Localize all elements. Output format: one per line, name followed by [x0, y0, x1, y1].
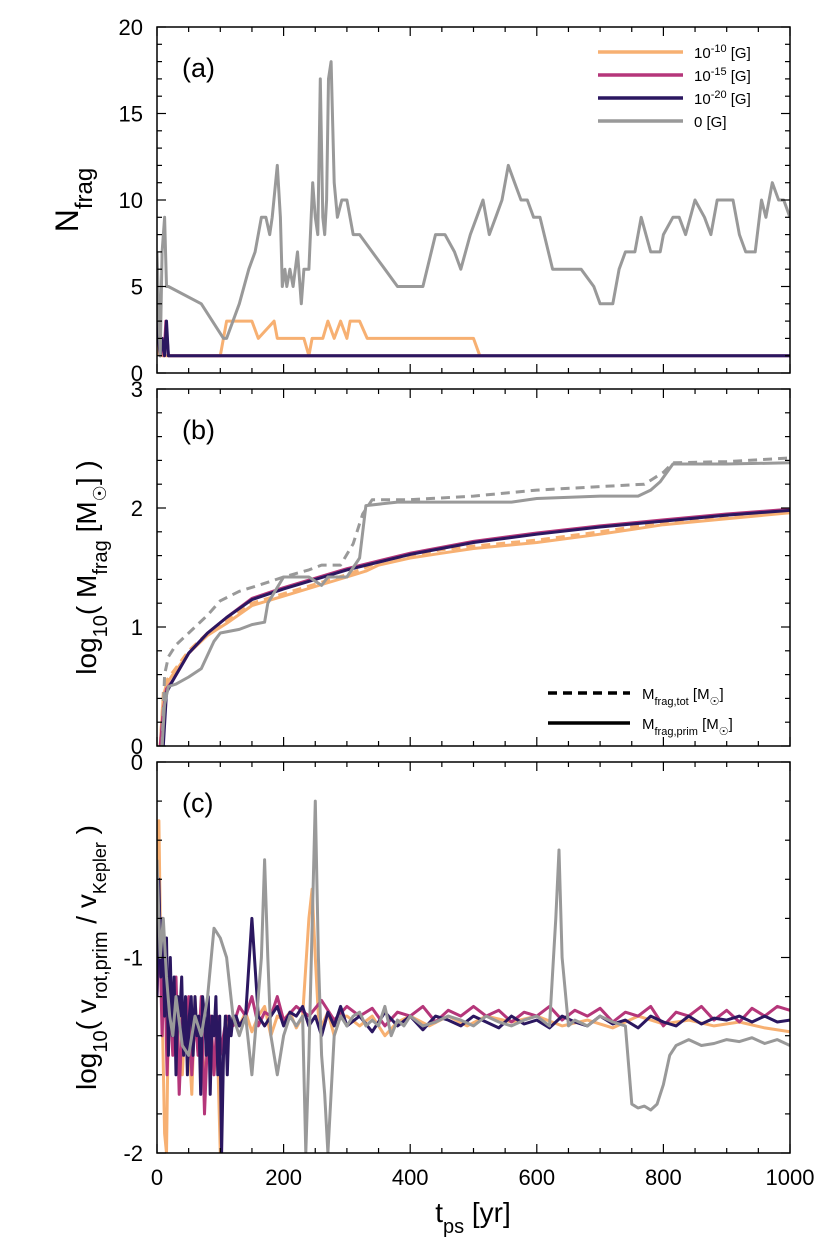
y-axis-label: Nfrag [49, 168, 98, 232]
legend-label: 0 [G] [694, 114, 727, 131]
x-tick-label: 400 [392, 1165, 429, 1190]
legend-label: 10-20 [G] [694, 89, 751, 108]
y-tick-label: 10 [119, 188, 143, 213]
x-axis-label: tps [yr] [435, 1197, 511, 1238]
x-tick-label: 200 [265, 1165, 302, 1190]
y-tick-label: 0 [131, 361, 143, 386]
panel-b: 0 1 2 3 (b) log10( Mfrag [M☉] ) Mfrag,tot [M☉]… [71, 377, 791, 759]
series-line-5 [160, 461, 790, 746]
panel-a: 0 5 10 15 20 (a) Nfrag 10-10 [G] 10-15 [G] 10-20 … [49, 15, 791, 386]
x-tick-label: 0 [151, 1165, 163, 1190]
x-tick-label: 800 [645, 1165, 682, 1190]
x-axis-label-text: tps [yr] [435, 1197, 511, 1238]
series-line-3 [161, 508, 790, 746]
y-tick-label: 20 [119, 15, 143, 40]
series-line-1 [157, 916, 790, 1116]
series-line-3 [157, 799, 790, 1153]
style-legend-label: Mfrag,tot [M☉] [642, 686, 724, 708]
style-legend: Mfrag,tot [M☉] Mfrag,prim [M☉] [548, 686, 733, 738]
y-tick-label: 15 [119, 102, 143, 127]
x-tick-label: 600 [518, 1165, 555, 1190]
y-tick-label: 2 [131, 496, 143, 521]
series-line-1 [158, 511, 790, 746]
series-group [158, 456, 790, 746]
y-tick-label: 0 [131, 734, 143, 759]
legend-label: 10-10 [G] [694, 43, 751, 62]
y-axis-label: log10( Mfrag [M☉] ) [71, 460, 112, 674]
plot-frame [156, 761, 791, 1154]
panel-label: (a) [182, 53, 215, 83]
y-tick-label: 0 [131, 750, 143, 775]
series-line-0 [157, 819, 790, 1153]
legend: 10-10 [G] 10-15 [G] 10-20 [G] 0 [G] [598, 43, 751, 131]
y-tick-label: 5 [131, 275, 143, 300]
legend-label: 10-15 [G] [694, 66, 751, 85]
panel-c: -2 -1 0 0 200 400 600 800 1000 (c) log10( vrot,pri… [71, 750, 814, 1190]
series-line-4 [160, 456, 790, 746]
series-line-2 [157, 877, 790, 1153]
y-tick-label: -2 [123, 1141, 143, 1166]
x-tick-label: 1000 [766, 1165, 815, 1190]
series-line-0 [158, 508, 790, 746]
y-tick-label: 3 [131, 377, 143, 402]
y-axis-label: log10( vrot,prim / vKepler ) [71, 825, 112, 1090]
panel-label: (c) [182, 788, 213, 818]
style-legend-label: Mfrag,prim [M☉] [642, 716, 733, 738]
series-group [157, 799, 790, 1153]
y-tick-label: -1 [123, 946, 143, 971]
y-tick-label: 1 [131, 615, 143, 640]
panel-label: (b) [182, 415, 215, 445]
series-line-3 [157, 60, 790, 358]
series-line-0 [157, 319, 482, 358]
